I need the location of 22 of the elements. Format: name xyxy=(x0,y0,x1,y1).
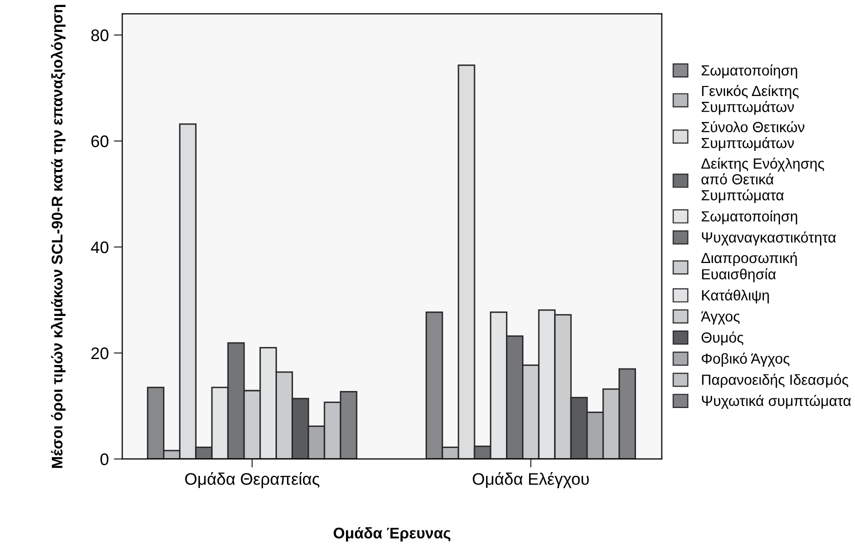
y-tick-label: 80 xyxy=(91,29,108,42)
y-axis-title: Μέσοι όροι τιμών κλιμάκων SCL-90-R κατά την επαναξιολόγηση xyxy=(50,4,66,468)
legend-label: Φοβικό Άγχος xyxy=(702,352,790,367)
legend-label: Σωματοποίηση xyxy=(702,64,798,78)
y-tick-label: 20 xyxy=(91,347,108,360)
legend-label: Παρανοειδής Ιδεασμός xyxy=(702,374,848,388)
legend-label: Γενικός Δείκτης Συμπτωμάτων xyxy=(702,85,799,115)
legend-label: Ψυχωτικά συμπτώματα xyxy=(702,394,851,409)
y-tick-label: 0 xyxy=(100,453,108,466)
x-axis-title: Ομάδα Έρευνας xyxy=(334,527,450,542)
legend-label: Θυμός xyxy=(702,332,744,346)
x-tick-label: Ομάδα Ελέγχου xyxy=(472,472,589,488)
legend-label: Διαπροσωπική Ευαισθησία xyxy=(701,252,797,282)
legend-label: Σωματοποίηση xyxy=(702,210,798,224)
legend-label: Άγχος xyxy=(700,311,740,324)
legend-label: Δείκτης Ενόχλησης από Θετικά Συμπτώματα xyxy=(701,158,824,204)
x-tick-label: Ομάδα Θεραπείας xyxy=(185,472,320,488)
y-tick-label: 60 xyxy=(91,135,108,148)
legend-label: Σύνολο Θετικών Συμπτωμάτων xyxy=(702,121,804,151)
y-tick-label: 40 xyxy=(90,241,108,254)
legend-label: Ψυχαναγκαστικότητα xyxy=(702,231,836,246)
legend-label: Κατάθλιψη xyxy=(702,289,769,304)
